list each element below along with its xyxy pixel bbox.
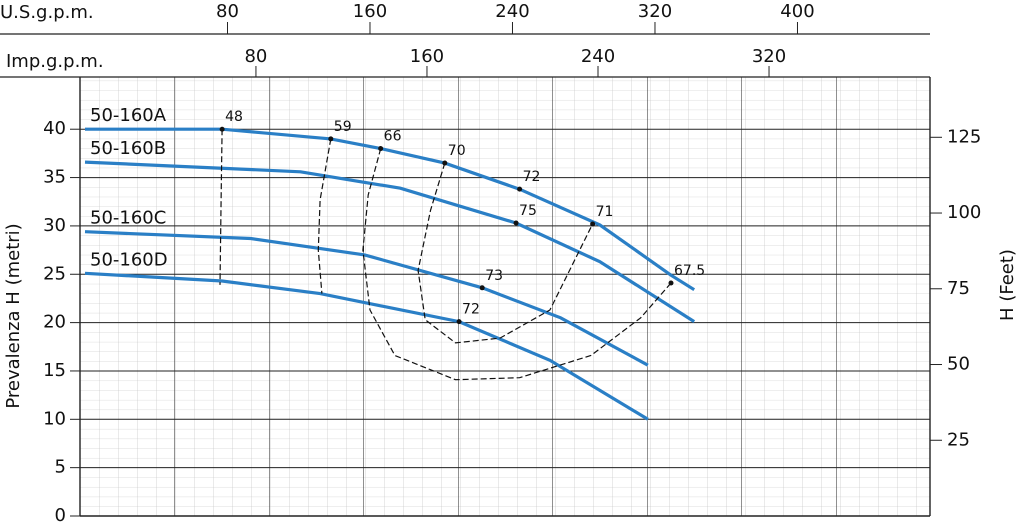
efficiency-label: 70	[448, 143, 466, 159]
y-tick-label: 40	[43, 118, 66, 139]
series-label: 50-160B	[90, 138, 166, 159]
efficiency-curve	[362, 148, 672, 381]
second-tick-label: 80	[244, 46, 267, 67]
y-tick-label: 10	[43, 408, 66, 429]
efficiency-point	[378, 146, 384, 152]
efficiency-curve	[317, 138, 332, 294]
efficiency-label: 67.5	[674, 263, 705, 279]
efficiency-point	[219, 126, 225, 132]
y-tick-label: 0	[55, 505, 66, 526]
pump-curve	[84, 271, 649, 421]
pump-curve	[84, 160, 696, 323]
y-tick-label: 35	[43, 167, 66, 188]
series-label: 50-160C	[90, 208, 166, 229]
y-tick-label: 25	[43, 263, 66, 284]
efficiency-point	[442, 160, 448, 166]
y2-tick-label: 25	[947, 429, 970, 450]
efficiency-point	[668, 280, 674, 286]
second-axis-title: Imp.g.p.m.	[6, 51, 104, 72]
efficiency-label: 72	[462, 302, 480, 318]
y-tick-label: 30	[43, 215, 66, 236]
efficiency-label: 48	[225, 109, 243, 125]
pump-curve	[84, 230, 649, 367]
efficiency-point	[479, 285, 485, 291]
top-axis-title: U.S.g.p.m.	[0, 2, 94, 23]
efficiency-label: 75	[519, 203, 537, 219]
top-tick-label: 160	[353, 1, 387, 22]
efficiency-label: 66	[384, 129, 402, 145]
efficiency-label: 73	[485, 268, 503, 284]
y2-axis-title: H (Feet)	[997, 249, 1018, 321]
top-tick-label: 80	[216, 1, 239, 22]
y2-tick-label: 125	[947, 126, 981, 147]
efficiency-curve	[219, 129, 223, 285]
y-tick-label: 20	[43, 312, 66, 333]
second-tick-label: 320	[752, 46, 786, 67]
efficiency-point	[328, 136, 334, 142]
y-tick-label: 5	[55, 457, 66, 478]
y2-tick-label: 75	[947, 278, 970, 299]
y-tick-label: 15	[43, 360, 66, 381]
efficiency-point	[456, 319, 462, 325]
second-tick-label: 160	[410, 46, 444, 67]
top-tick-label: 240	[495, 1, 529, 22]
series-label: 50-160D	[90, 249, 168, 270]
efficiency-label: 72	[523, 169, 541, 185]
second-tick-label: 240	[581, 46, 615, 67]
efficiency-point	[517, 186, 523, 192]
y2-tick-label: 50	[947, 354, 970, 375]
efficiency-label: 59	[334, 119, 352, 135]
efficiency-point	[513, 220, 519, 226]
series-label: 50-160A	[90, 105, 167, 126]
top-tick-label: 400	[780, 1, 814, 22]
y2-tick-label: 100	[947, 202, 981, 223]
efficiency-curve	[417, 162, 594, 344]
efficiency-point	[590, 221, 596, 227]
efficiency-label: 71	[596, 204, 614, 220]
y-axis-title: Prevalenza H (metri)	[3, 223, 24, 408]
top-tick-label: 320	[638, 1, 672, 22]
